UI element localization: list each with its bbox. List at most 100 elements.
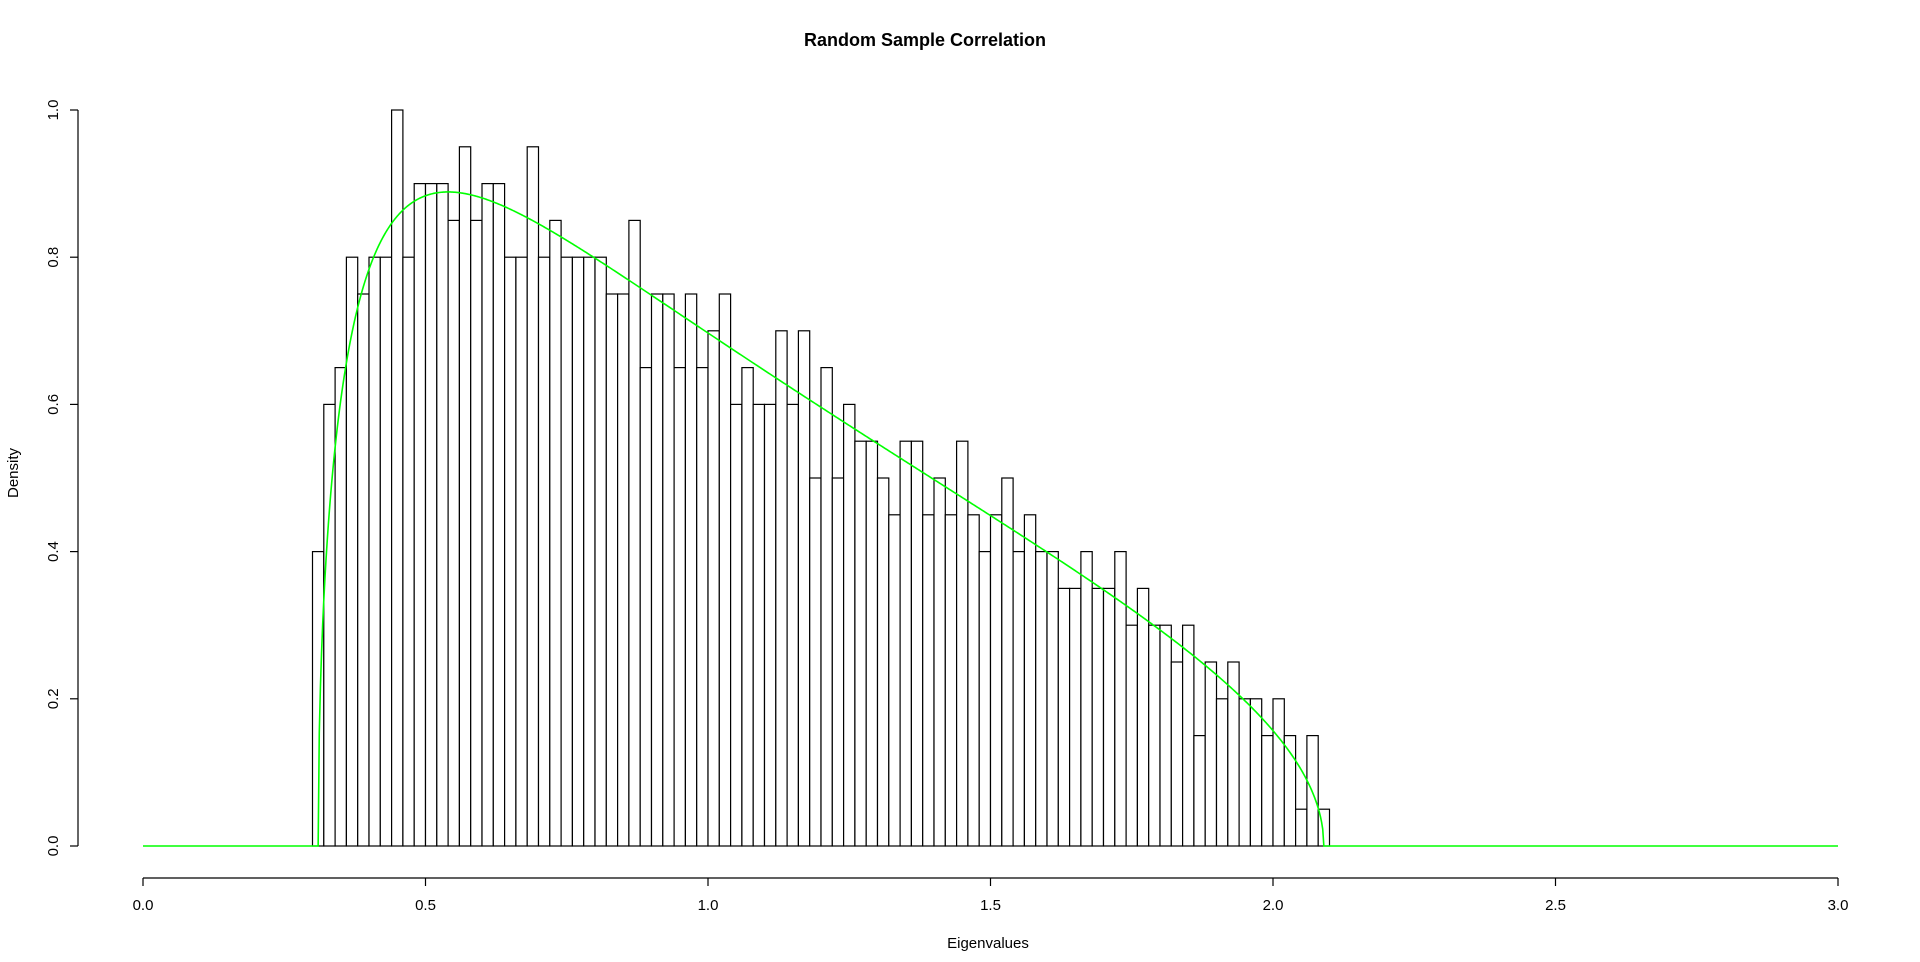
histogram-bar [345,256,359,847]
histogram-bar [1283,734,1297,847]
histogram-bar [865,440,879,847]
histogram-bar [1238,698,1251,847]
histogram-bar [1148,624,1161,847]
histogram-bar [797,330,811,847]
y-tick-label: 1.0 [45,100,62,121]
histogram-bar [424,183,438,847]
histogram-bar [1181,624,1195,847]
histogram-bar [1193,734,1206,847]
histogram-bar [334,367,348,847]
histogram-bar [402,256,415,847]
histogram-bar [1136,587,1150,847]
histogram-bar [1170,661,1184,847]
histogram-bar [978,550,992,847]
histogram-bar [537,256,551,847]
histogram-bar [1046,550,1059,847]
histogram-bar [515,256,528,847]
y-tick-label: 0.2 [45,688,62,709]
histogram-bar [447,219,461,847]
histogram-bar [967,514,980,847]
histogram-bar [1215,698,1229,847]
histogram-bar [854,440,867,847]
histogram-bar [1001,477,1014,847]
histogram-bar [922,514,935,847]
histogram-bar [752,403,766,847]
histogram-bar [1057,587,1071,847]
histogram-bar [1091,587,1105,847]
y-tick-label: 0.8 [45,247,62,268]
histogram-bar [616,293,630,847]
histogram-bar [1068,587,1082,847]
y-tick-label: 0.0 [45,836,62,857]
chart-title: Random Sample Correlation [804,30,1046,50]
histogram-bar [944,514,958,847]
histogram-bar [481,183,494,847]
histogram-bar [470,219,483,847]
x-tick-label: 3.0 [1828,897,1849,914]
histogram-bar [1035,550,1048,847]
x-tick-label: 0.5 [415,897,436,914]
histogram-bar [368,256,381,847]
x-tick-label: 1.5 [980,897,1001,914]
histogram-bar [820,367,833,847]
histogram-bar [492,183,506,847]
histogram-bar [458,146,472,847]
histogram-bar [560,256,573,847]
histogram-bar [696,367,709,847]
histogram-bar [842,403,856,847]
histogram-bar [628,219,641,847]
histogram-bar [763,403,777,847]
histogram-bar [571,256,585,847]
histogram-bar [1125,624,1138,847]
histogram-bar [1272,698,1285,847]
histogram-bar [1114,550,1127,847]
histogram-bar [1204,661,1218,847]
histogram-bar [650,293,664,847]
x-tick-label: 0.0 [133,897,154,914]
histogram-bar [549,219,562,847]
histogram-bar [809,477,822,847]
histogram-bar [673,367,686,847]
histogram-bars [311,109,1331,847]
histogram-bar [1261,734,1274,847]
histogram-bar [379,256,393,847]
histogram-bar [684,293,698,847]
x-axis-label: Eigenvalues [947,935,1029,952]
histogram-bar [413,183,427,847]
histogram-bar [583,256,596,847]
histogram-bar [707,330,720,847]
histogram-bar [718,293,732,847]
histogram-bar [1294,808,1308,847]
histogram-bar [504,256,517,847]
x-tick-label: 2.5 [1545,897,1566,914]
histogram-bar [1102,587,1116,847]
histogram-bar [955,440,969,847]
histogram-bar [436,183,449,847]
density-curve [143,191,1838,847]
histogram-bar [1012,550,1025,847]
histogram-bar [741,367,754,847]
y-tick-label: 0.4 [45,541,62,562]
histogram-bar [989,514,1003,847]
histogram-bar [594,256,607,847]
y-axis-label: Density [5,447,22,498]
histogram-bar [775,330,788,847]
histogram-bar [876,477,890,847]
histogram-bar [729,403,743,847]
histogram-bar [899,440,912,847]
histogram-bar [831,477,845,847]
histogram-bar [357,293,370,847]
x-tick-label: 1.0 [698,897,719,914]
histogram-bar [662,293,675,847]
histogram-bar [1159,624,1172,847]
x-axis: 0.0 0.5 1.0 1.5 2.0 2.5 3.0 [133,877,1849,914]
y-tick-label: 0.6 [45,394,62,415]
histogram-bar [605,293,619,847]
histogram-bar [1249,698,1263,847]
histogram-bar [639,367,653,847]
histogram-bar [910,440,924,847]
histogram-bar [933,477,946,847]
histogram-bar [888,514,901,847]
x-tick-label: 2.0 [1263,897,1284,914]
